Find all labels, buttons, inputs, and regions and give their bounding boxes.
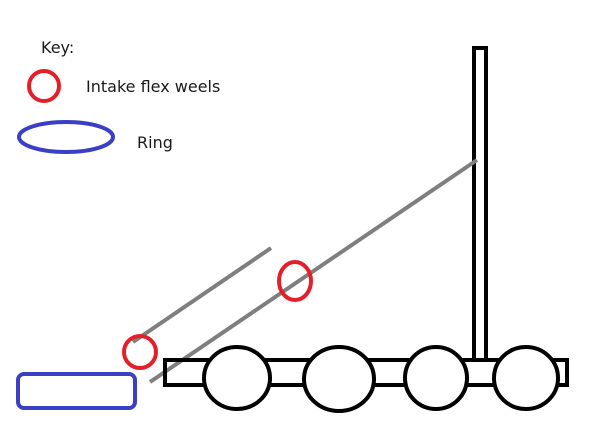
intake-flex-wheel-lower <box>122 334 158 370</box>
chassis-wheel <box>202 345 272 411</box>
upper-ramp <box>131 246 273 344</box>
chassis-wheel <box>403 345 469 411</box>
intake-ramps <box>131 158 479 384</box>
key-ring-label: Ring <box>137 133 173 152</box>
key-title: Key: <box>41 38 75 57</box>
key-legend <box>17 69 115 154</box>
chassis-wheel <box>492 345 560 411</box>
key-intake-label: Intake flex weels <box>86 77 221 96</box>
vertical-tower <box>472 46 488 362</box>
lower-ramp <box>148 158 479 384</box>
intake-flex-wheel-upper <box>277 260 313 302</box>
intake-wheels <box>122 260 313 370</box>
key-ring-icon <box>17 120 115 154</box>
chassis-wheel <box>302 345 376 413</box>
ring <box>16 372 137 410</box>
chassis-wheels <box>202 345 560 413</box>
key-intake-wheel-icon <box>27 69 61 103</box>
